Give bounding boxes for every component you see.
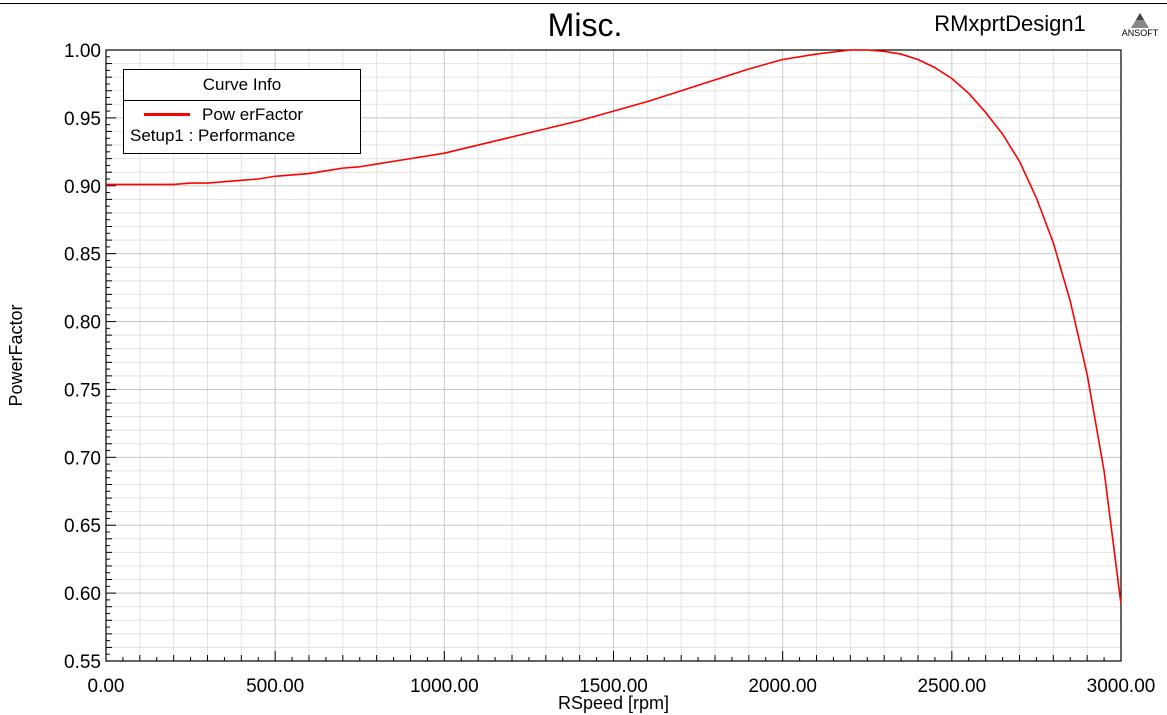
legend-setup-label: Setup1 : Performance — [130, 126, 296, 145]
y-tick-label: 0.85 — [64, 245, 101, 266]
y-tick-label: 0.75 — [64, 380, 101, 401]
y-tick-label: 0.65 — [64, 516, 101, 537]
plot-border — [105, 49, 1122, 662]
series-line-powerfactor — [106, 49, 1122, 605]
x-tick-labels: 0.00 500.00 1000.00 1500.00 2000.00 2500.00 30… — [88, 676, 1156, 697]
axis-ticks — [105, 49, 1122, 662]
y-axis-label: PowerFactor — [6, 304, 26, 406]
grid — [105, 49, 1122, 662]
y-tick-label: 0.70 — [64, 448, 101, 469]
ansoft-logo: ANSOFT — [1117, 12, 1163, 40]
x-tick-label: 500.00 — [246, 676, 304, 697]
design-name: RMxprtDesign1 — [934, 11, 1086, 36]
legend-series-label: Pow erFactor — [202, 105, 304, 124]
ansoft-logo-text: ANSOFT — [1121, 28, 1159, 38]
x-tick-label: 3000.00 — [1087, 676, 1156, 697]
y-tick-labels: 0.55 0.60 0.65 0.70 0.75 0.80 0.85 0.90 0.95 1.00 — [64, 41, 101, 673]
x-tick-label: 2500.00 — [917, 676, 986, 697]
legend-header: Curve Info — [124, 70, 360, 101]
x-tick-label: 1000.00 — [410, 676, 479, 697]
y-tick-label: 0.90 — [64, 177, 101, 198]
legend-swatch — [144, 113, 190, 116]
y-tick-label: 0.55 — [64, 652, 101, 673]
y-tick-label: 0.80 — [64, 313, 101, 334]
chart-title: Misc. — [547, 7, 623, 43]
ansoft-logo-icon — [1131, 13, 1149, 28]
y-tick-label: 0.95 — [64, 109, 101, 130]
x-tick-label: 1500.00 — [579, 676, 648, 697]
frame-top-border — [0, 3, 1167, 4]
legend-body: Pow erFactor Setup1 : Performance — [124, 101, 360, 151]
x-axis-label: RSpeed [rpm] — [558, 693, 669, 713]
x-tick-label: 0.00 — [88, 676, 125, 697]
series-layer — [106, 49, 1122, 605]
legend: Curve Info Pow erFactor Setup1 : Perform… — [123, 69, 361, 154]
y-tick-label: 1.00 — [64, 41, 101, 62]
legend-entry: Pow erFactor — [130, 105, 354, 125]
x-tick-label: 2000.00 — [748, 676, 817, 697]
y-tick-label: 0.60 — [64, 584, 101, 605]
